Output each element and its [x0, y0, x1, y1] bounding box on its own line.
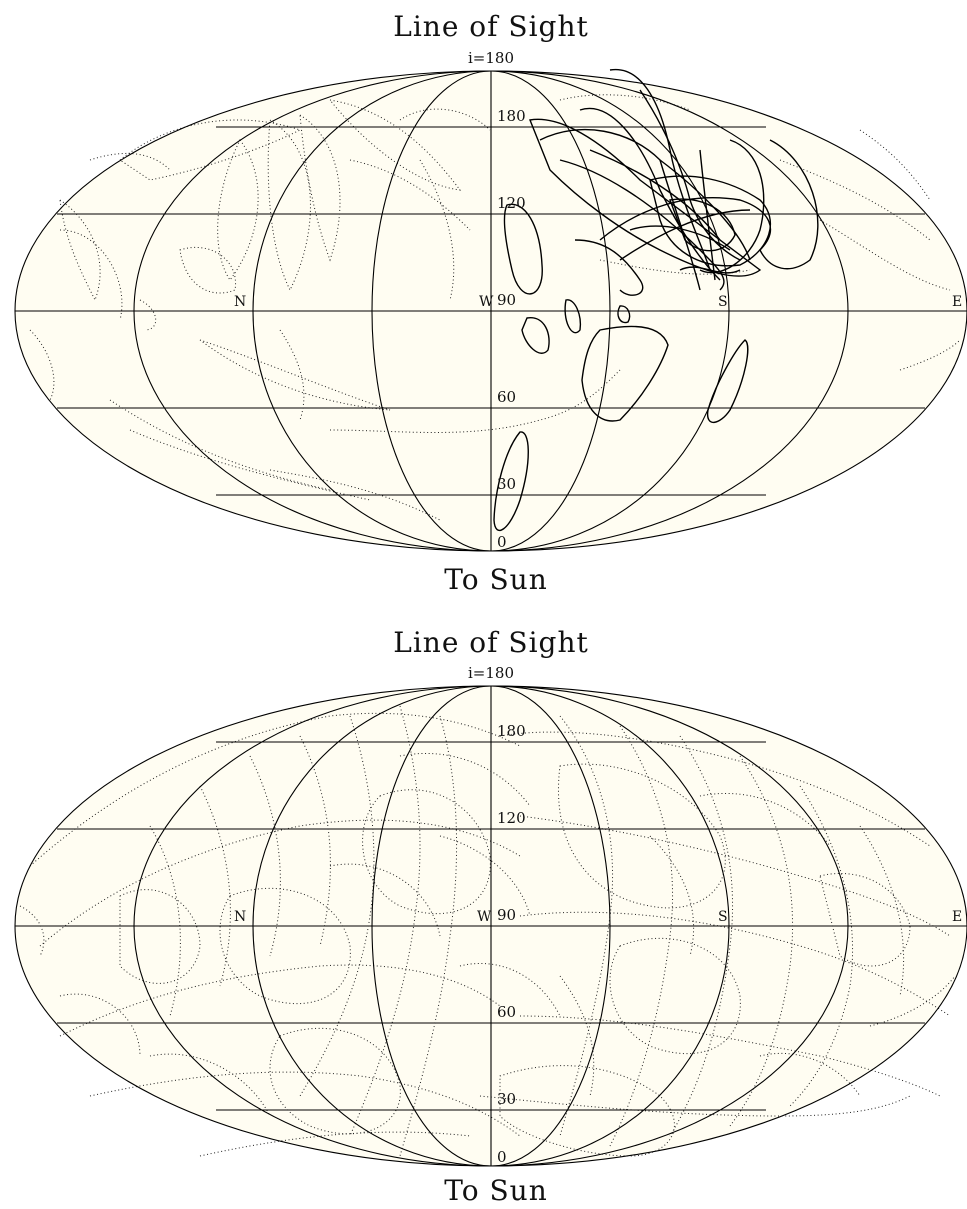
- lat-label-60: 60: [497, 388, 516, 406]
- dir-label-w: W: [479, 294, 494, 310]
- solid-trajectories: [493, 68, 819, 532]
- dir-label-s: S: [718, 909, 728, 925]
- lat-label-120: 120: [497, 809, 526, 827]
- lat-label-180: 180: [497, 107, 526, 125]
- dir-label-e: E: [952, 294, 962, 310]
- dir-label-n: N: [234, 909, 246, 925]
- plot-footer: To Sun: [444, 563, 548, 596]
- mollweide-panel-top: Line of Sight i=180: [0, 0, 967, 604]
- dotted-tracks: [19, 705, 956, 1157]
- mollweide-map-top: Line of Sight i=180: [0, 0, 967, 604]
- direction-labels: N W S E: [234, 909, 962, 925]
- mollweide-map-bottom: Line of Sight i=180: [0, 616, 967, 1209]
- lat-label-30: 30: [497, 475, 516, 493]
- lat-label-120: 120: [497, 194, 526, 212]
- dir-label-s: S: [718, 294, 728, 310]
- latitude-labels: 180 120 90 60 30 0: [497, 107, 526, 551]
- dir-label-w: W: [477, 909, 492, 925]
- top-inclination-label: i=180: [468, 664, 514, 682]
- plot-footer: To Sun: [444, 1174, 548, 1207]
- plot-title: Line of Sight: [393, 10, 589, 43]
- dir-label-n: N: [234, 294, 246, 310]
- lat-label-90: 90: [497, 906, 516, 924]
- lat-label-0: 0: [497, 533, 507, 551]
- lat-label-90: 90: [497, 291, 516, 309]
- map-graticule: [14, 685, 967, 1167]
- mollweide-panel-bottom: Line of Sight i=180: [0, 616, 967, 1209]
- lat-label-60: 60: [497, 1003, 516, 1021]
- map-graticule: [14, 70, 967, 552]
- dir-label-e: E: [952, 909, 962, 925]
- plot-title: Line of Sight: [393, 626, 589, 659]
- lat-label-0: 0: [497, 1148, 507, 1166]
- lat-label-30: 30: [497, 1090, 516, 1108]
- latitude-labels: 180 120 90 60 30 0: [497, 722, 526, 1166]
- lat-label-180: 180: [497, 722, 526, 740]
- direction-labels: N W S E: [234, 294, 962, 310]
- top-inclination-label: i=180: [468, 49, 514, 67]
